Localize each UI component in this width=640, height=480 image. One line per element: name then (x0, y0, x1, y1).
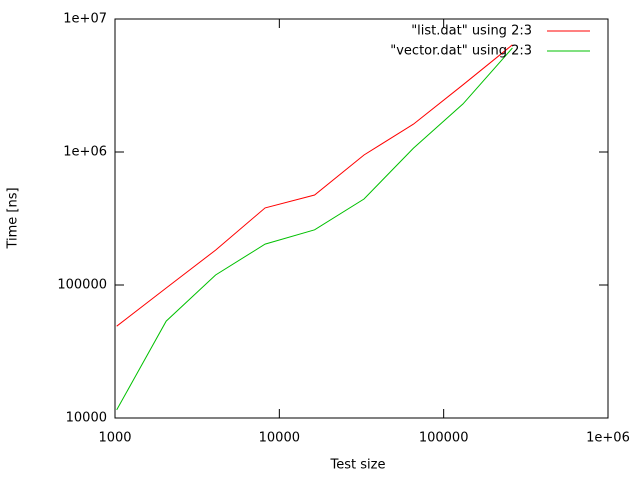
y-tick-label: 1e+07 (63, 12, 107, 27)
x-tick-label: 1e+06 (586, 431, 630, 446)
y-tick-label: 100000 (57, 278, 107, 293)
x-tick-label: 1000 (98, 431, 131, 446)
legend-label: "vector.dat" using 2:3 (390, 44, 532, 59)
series-line (116, 44, 513, 327)
y-tick-label: 10000 (66, 411, 107, 426)
x-axis-label: Test size (330, 458, 386, 473)
legend-label: "list.dat" using 2:3 (411, 24, 532, 39)
x-tick-label: 100000 (419, 431, 469, 446)
plot-frame (114, 18, 609, 419)
y-tick-label: 1e+06 (63, 145, 107, 160)
y-axis-label: Time [ns] (6, 187, 21, 249)
series-line (116, 47, 513, 411)
x-tick-label: 10000 (259, 431, 300, 446)
